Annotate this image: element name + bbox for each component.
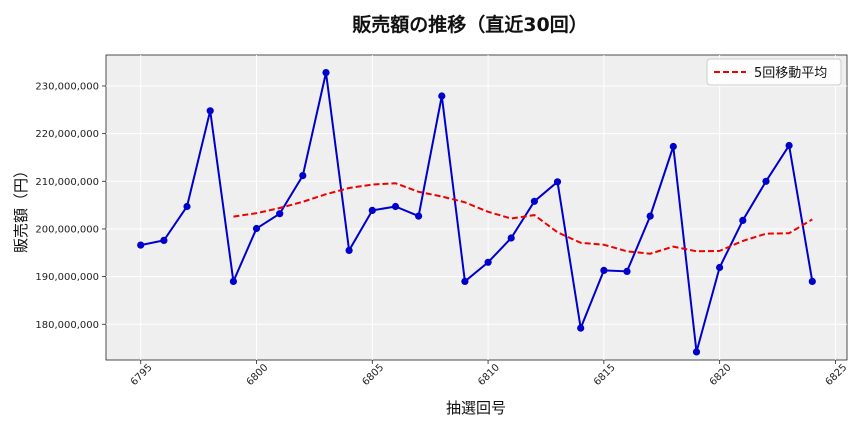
data-point <box>646 212 654 220</box>
data-point <box>530 197 539 205</box>
data-point <box>762 177 770 185</box>
data-point <box>276 210 284 218</box>
y-tick-label: 190,000,000 <box>35 272 99 283</box>
moving-average-line <box>233 182 813 255</box>
y-tick-label: 200,000,000 <box>35 224 99 235</box>
data-point <box>577 324 585 332</box>
data-point <box>507 234 515 242</box>
data-point <box>716 263 724 272</box>
data-point <box>484 258 492 266</box>
x-tick-label: 6825 <box>824 362 850 388</box>
data-point <box>739 216 747 224</box>
legend: 5回移動平均 <box>706 58 842 86</box>
plot-area <box>105 54 848 361</box>
data-point <box>461 277 469 285</box>
data-point <box>438 92 446 100</box>
series-lines <box>140 72 814 353</box>
data-point <box>391 202 400 211</box>
data-point <box>206 107 214 115</box>
grid <box>106 55 847 360</box>
x-axis: 6795 6800 6805 6810 6815 6820 6825 <box>129 360 849 388</box>
legend-label: 5回移動平均 <box>754 66 827 81</box>
data-point <box>415 212 423 220</box>
y-tick-label: 230,000,000 <box>35 81 99 92</box>
data-point <box>299 172 307 180</box>
data-point <box>600 266 608 274</box>
data-point <box>160 236 168 244</box>
x-tick-label: 6795 <box>129 362 155 388</box>
data-point <box>368 206 376 214</box>
y-tick-label: 220,000,000 <box>35 129 99 140</box>
data-point <box>785 141 793 150</box>
y-axis-label: 販売額（円） <box>12 163 30 253</box>
data-point <box>553 178 562 186</box>
x-tick-label: 6805 <box>360 362 386 388</box>
data-point <box>252 224 261 233</box>
y-tick-label: 180,000,000 <box>35 320 99 331</box>
legend-box <box>706 58 842 86</box>
data-point <box>623 267 631 275</box>
data-point <box>183 202 191 211</box>
data-point <box>692 348 701 356</box>
chart-title: 販売額の推移（直近30回） <box>352 13 587 36</box>
x-axis-label: 抽選回号 <box>446 399 506 417</box>
data-point <box>322 69 330 77</box>
x-tick-label: 6820 <box>708 362 734 388</box>
data-point <box>345 246 353 254</box>
data-point <box>669 142 677 151</box>
data-point <box>137 241 145 249</box>
x-tick-label: 6810 <box>476 362 502 388</box>
x-tick-label: 6800 <box>245 362 271 388</box>
series-markers <box>137 69 816 356</box>
y-axis: 180,000,000 190,000,000 200,000,000 210,000… <box>35 81 106 331</box>
data-point <box>229 277 237 285</box>
data-point <box>808 277 816 285</box>
y-tick-label: 210,000,000 <box>35 177 99 188</box>
sales-line <box>140 72 814 353</box>
x-tick-label: 6815 <box>592 362 618 388</box>
